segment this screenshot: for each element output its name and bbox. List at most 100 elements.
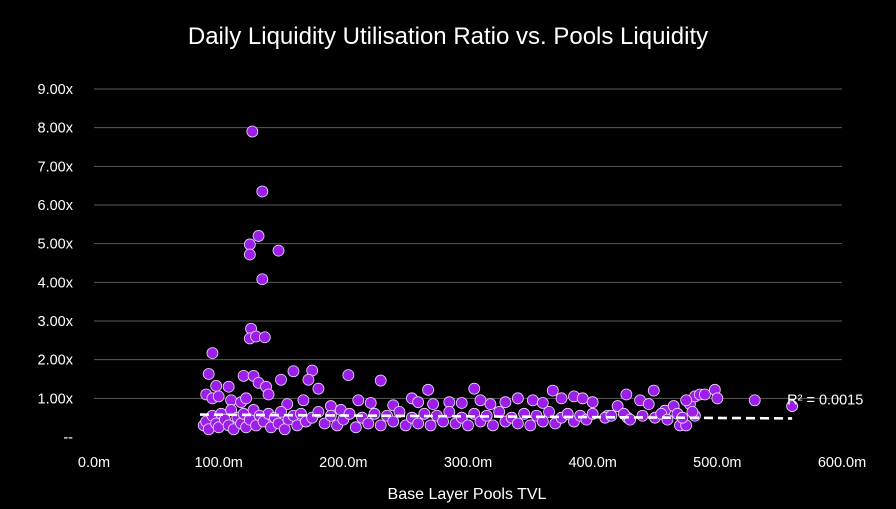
data-point (258, 331, 271, 344)
y-tick-label: 7.00x (38, 159, 74, 175)
chart-title: Daily Liquidity Utilisation Ratio vs. Po… (188, 23, 708, 50)
data-point (368, 407, 381, 420)
y-tick-label: -- (63, 430, 73, 446)
data-point (526, 394, 539, 407)
data-point (349, 421, 362, 434)
data-point (256, 185, 269, 198)
data-point (576, 392, 589, 405)
y-tick-label: 9.00x (38, 82, 74, 98)
data-point (352, 394, 365, 407)
x-axis-ticks: 0.0m 100.0m 200.0m 300.0m 400.0m 500.0m 600.0m (78, 455, 866, 471)
data-point (387, 415, 400, 428)
data-point (698, 388, 711, 401)
y-tick-label: 5.00x (38, 237, 74, 253)
data-point (206, 347, 219, 359)
data-point (424, 419, 437, 432)
data-point (611, 400, 624, 412)
data-point (511, 392, 524, 405)
data-point (647, 384, 660, 397)
data-point (240, 392, 252, 405)
data-point (443, 405, 456, 418)
data-point (620, 388, 633, 401)
data-point (474, 394, 487, 407)
data-point (243, 238, 256, 251)
data-point (511, 417, 524, 430)
data-point (586, 396, 599, 409)
x-tick-label: 200.0m (319, 455, 367, 471)
data-point (312, 382, 325, 395)
data-point (543, 405, 555, 418)
x-axis-label: Base Layer Pools TVL (388, 486, 547, 503)
data-point (536, 397, 549, 409)
data-points (197, 125, 799, 436)
data-point (246, 125, 259, 138)
data-point (374, 419, 387, 432)
data-point (546, 384, 559, 397)
y-axis-ticks: -- 1.00x 2.00x 3.00x 4.00x 5.00x 6.00x 7.00x 8.0… (38, 82, 74, 446)
y-tick-label: 6.00x (38, 198, 74, 214)
data-point (636, 409, 649, 422)
data-point (487, 419, 499, 432)
data-point (210, 380, 223, 392)
y-tick-label: 3.00x (38, 314, 74, 330)
data-point (262, 388, 275, 401)
data-point (252, 230, 265, 242)
y-tick-label: 2.00x (38, 353, 74, 369)
data-point (281, 398, 294, 411)
x-tick-label: 500.0m (693, 455, 741, 471)
data-point (364, 397, 377, 409)
data-point (302, 373, 315, 386)
data-point (202, 368, 215, 380)
x-tick-label: 600.0m (818, 455, 866, 471)
data-point (243, 248, 256, 261)
data-point (499, 396, 512, 409)
data-point (222, 380, 235, 393)
gridlines (94, 88, 842, 399)
data-point (686, 405, 699, 418)
x-tick-label: 0.0m (78, 455, 110, 471)
x-tick-label: 100.0m (194, 455, 242, 471)
data-point (342, 369, 355, 382)
data-point (318, 417, 331, 430)
data-point (484, 398, 497, 411)
data-point (297, 394, 310, 407)
x-tick-label: 400.0m (568, 455, 616, 471)
data-point (418, 407, 431, 420)
data-point (272, 244, 285, 257)
trendline (199, 413, 793, 420)
data-point (427, 398, 439, 411)
data-point (524, 419, 537, 432)
data-point (343, 407, 356, 420)
x-tick-label: 300.0m (444, 455, 492, 471)
data-point (362, 417, 375, 430)
data-point (455, 397, 468, 409)
data-point (287, 365, 300, 378)
data-point (786, 400, 799, 412)
data-point (624, 413, 636, 426)
data-point (422, 383, 435, 396)
data-point (468, 382, 481, 395)
data-point (437, 415, 449, 428)
data-point (661, 413, 674, 426)
data-point (748, 394, 761, 407)
data-point (455, 411, 468, 424)
data-point (212, 390, 225, 403)
data-point (237, 370, 250, 382)
data-point (680, 394, 693, 407)
y-tick-label: 1.00x (38, 391, 74, 407)
r-squared-label: R² = 0.0015 (787, 392, 863, 408)
y-tick-label: 8.00x (38, 121, 74, 137)
data-point (462, 419, 474, 432)
data-point (374, 374, 387, 387)
data-point (412, 396, 425, 409)
data-point (399, 419, 412, 432)
data-point (412, 417, 425, 430)
data-point (605, 409, 618, 422)
data-point (642, 398, 655, 411)
data-point (275, 373, 287, 386)
data-point (555, 392, 568, 405)
data-point (256, 273, 269, 286)
y-tick-label: 4.00x (38, 275, 74, 291)
